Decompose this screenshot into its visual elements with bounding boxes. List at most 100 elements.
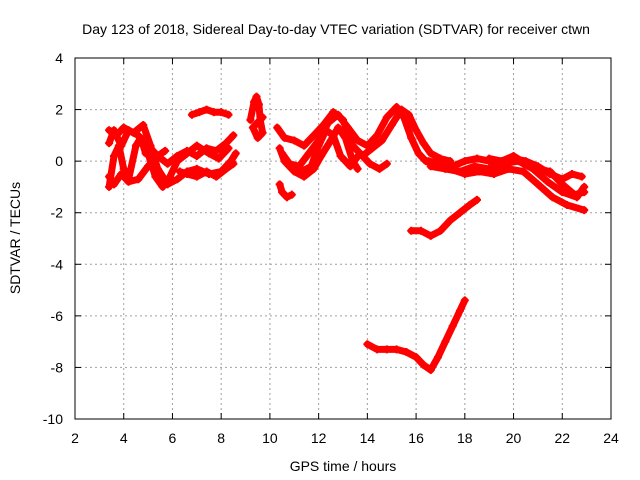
data-point bbox=[473, 154, 481, 163]
data-point bbox=[402, 347, 411, 356]
data-point bbox=[258, 113, 267, 122]
data-point bbox=[497, 157, 506, 166]
data-point bbox=[441, 337, 450, 346]
data-point bbox=[253, 133, 262, 142]
data-point bbox=[375, 164, 384, 173]
data-point bbox=[416, 226, 425, 235]
data-point bbox=[455, 306, 464, 315]
data-point bbox=[426, 149, 435, 158]
data-point bbox=[336, 151, 345, 160]
data-point bbox=[448, 322, 457, 331]
series-track-5 bbox=[175, 159, 238, 181]
data-point bbox=[287, 190, 296, 199]
data-point bbox=[412, 126, 421, 135]
y-tick-label: -10 bbox=[43, 411, 63, 427]
data-point bbox=[248, 123, 257, 132]
data-point bbox=[202, 167, 211, 176]
data-point bbox=[278, 188, 287, 197]
data-point bbox=[304, 149, 313, 158]
data-point bbox=[109, 126, 118, 135]
data-point bbox=[348, 157, 357, 166]
data-point bbox=[290, 167, 299, 176]
data-point bbox=[246, 115, 255, 124]
x-tick-label: 8 bbox=[217, 430, 225, 446]
data-point bbox=[309, 131, 318, 140]
x-axis-label: GPS time / hours bbox=[290, 458, 397, 474]
data-point bbox=[580, 188, 589, 197]
series-track-12 bbox=[275, 180, 296, 202]
data-point bbox=[519, 167, 528, 176]
data-point bbox=[326, 136, 335, 145]
y-tick-label: 2 bbox=[55, 102, 63, 118]
data-point bbox=[224, 144, 233, 153]
data-point bbox=[222, 139, 231, 148]
data-point bbox=[377, 136, 386, 145]
series-track-18 bbox=[363, 296, 469, 375]
data-point bbox=[192, 164, 201, 173]
data-point bbox=[202, 105, 211, 114]
data-point bbox=[446, 216, 455, 225]
y-tick-label: 4 bbox=[55, 50, 63, 66]
x-tick-label: 2 bbox=[71, 430, 79, 446]
data-point bbox=[434, 353, 443, 362]
data-point bbox=[158, 182, 167, 191]
axis-ticks bbox=[74, 57, 612, 420]
data-point bbox=[460, 296, 469, 305]
data-point bbox=[392, 345, 401, 354]
x-tick-label: 24 bbox=[603, 430, 619, 446]
data-point bbox=[563, 200, 572, 209]
series-line bbox=[446, 165, 588, 214]
data-point bbox=[353, 164, 362, 173]
y-tick-label: -6 bbox=[51, 308, 64, 324]
series-track-11 bbox=[282, 123, 362, 181]
data-point bbox=[570, 190, 579, 199]
data-point bbox=[282, 193, 291, 202]
series-track-7 bbox=[246, 92, 267, 142]
data-point bbox=[334, 123, 343, 132]
data-point bbox=[436, 226, 445, 235]
series-line bbox=[273, 106, 454, 165]
data-point bbox=[275, 144, 284, 153]
data-point bbox=[139, 121, 148, 130]
grid bbox=[75, 58, 611, 419]
plot-frame bbox=[74, 57, 612, 420]
data-point bbox=[324, 118, 333, 127]
data-point bbox=[426, 231, 435, 240]
data-point bbox=[222, 164, 231, 173]
data-point bbox=[282, 157, 291, 166]
data-point bbox=[504, 164, 513, 173]
data-point bbox=[465, 200, 474, 209]
y-tick-label: -4 bbox=[51, 256, 64, 272]
data-point bbox=[426, 162, 435, 171]
series-track-17 bbox=[407, 195, 481, 240]
data-point bbox=[580, 206, 589, 215]
data-point bbox=[363, 141, 372, 150]
data-point bbox=[105, 139, 114, 148]
data-point bbox=[192, 172, 201, 181]
data-point bbox=[382, 345, 391, 354]
data-point bbox=[214, 154, 223, 163]
data-point bbox=[533, 180, 542, 189]
data-point bbox=[175, 167, 184, 176]
data-point bbox=[419, 139, 428, 148]
data-point bbox=[187, 110, 196, 119]
data-point bbox=[382, 159, 391, 168]
data-point bbox=[124, 175, 133, 184]
data-point bbox=[543, 177, 552, 186]
data-point bbox=[109, 151, 118, 160]
data-point bbox=[373, 345, 382, 354]
data-point bbox=[412, 353, 421, 362]
series-track-9 bbox=[278, 102, 440, 171]
series-line bbox=[276, 180, 296, 201]
data-point bbox=[195, 108, 204, 117]
data-point bbox=[548, 193, 557, 202]
data-point bbox=[356, 149, 365, 158]
data-point bbox=[131, 141, 140, 150]
data-point bbox=[373, 131, 382, 140]
data-point bbox=[334, 110, 343, 119]
data-point bbox=[568, 170, 577, 179]
series-track-6 bbox=[187, 105, 233, 119]
data-point bbox=[163, 159, 172, 168]
data-point bbox=[407, 226, 416, 235]
